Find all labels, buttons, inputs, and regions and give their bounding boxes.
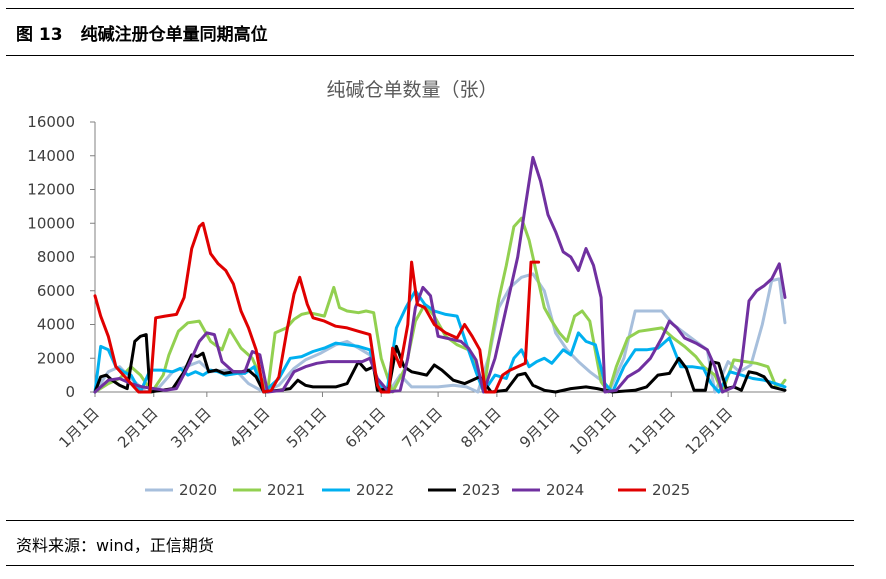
y-tick-label: 8000 (37, 248, 75, 266)
legend-label-2024: 2024 (546, 481, 584, 499)
y-tick-label: 0 (65, 383, 75, 401)
y-tick-label: 4000 (37, 316, 75, 334)
x-tick-label: 10月1日 (566, 404, 620, 458)
legend-label-2023: 2023 (462, 481, 500, 499)
y-tick-label: 12000 (27, 181, 75, 199)
x-axis: 1月1日 2月1日 3月1日 4月1日 5月1日 6月1日 7月1日 8月1日 9月1日 10月1… (55, 391, 785, 458)
x-tick-label: 11月1日 (625, 404, 679, 458)
x-tick-label: 3月1日 (167, 404, 214, 451)
x-tick-label: 2月1日 (114, 404, 161, 451)
legend: 2020 2021 2022 2023 2024 2025 (145, 481, 690, 499)
legend-label-2021: 2021 (267, 481, 305, 499)
bottom-rule (6, 565, 854, 566)
chart: 纯碱仓单数量（张） 0 2000 4000 6000 8000 10000 12000 140… (27, 79, 787, 499)
y-axis: 0 2000 4000 6000 8000 10000 12000 14000 16000 (27, 113, 96, 401)
y-tick-label: 10000 (27, 214, 75, 232)
x-tick-label: 5月1日 (283, 404, 330, 451)
y-tick-label: 14000 (27, 147, 75, 165)
x-tick-label: 6月1日 (342, 404, 389, 451)
x-tick-label: 8月1日 (457, 404, 504, 451)
top-rule (6, 8, 854, 9)
legend-label-2020: 2020 (179, 481, 217, 499)
chart-title: 纯碱仓单数量（张） (326, 79, 497, 101)
figure-title: 纯碱注册仓单量同期高位 (80, 25, 268, 45)
series-line-2025 (93, 221, 541, 394)
x-tick-label: 12月1日 (682, 404, 736, 458)
series-line-2024 (93, 155, 787, 394)
legend-label-2025: 2025 (652, 481, 690, 499)
y-tick-label: 2000 (37, 349, 75, 367)
legend-label-2022: 2022 (356, 481, 394, 499)
x-tick-label: 4月1日 (226, 404, 273, 451)
x-tick-label: 7月1日 (398, 404, 445, 451)
figure-header: 图 13 纯碱注册仓单量同期高位 (16, 20, 268, 45)
y-tick-label: 16000 (27, 113, 75, 131)
x-tick-label: 9月1日 (516, 404, 563, 451)
footer-rule (6, 520, 854, 521)
figure-number: 图 13 (16, 25, 63, 45)
header-rule (6, 55, 854, 56)
y-tick-label: 6000 (37, 282, 75, 300)
plot-area (93, 155, 787, 394)
source-note: 资料来源：wind，正信期货 (16, 536, 214, 555)
x-tick-label: 1月1日 (55, 404, 102, 451)
